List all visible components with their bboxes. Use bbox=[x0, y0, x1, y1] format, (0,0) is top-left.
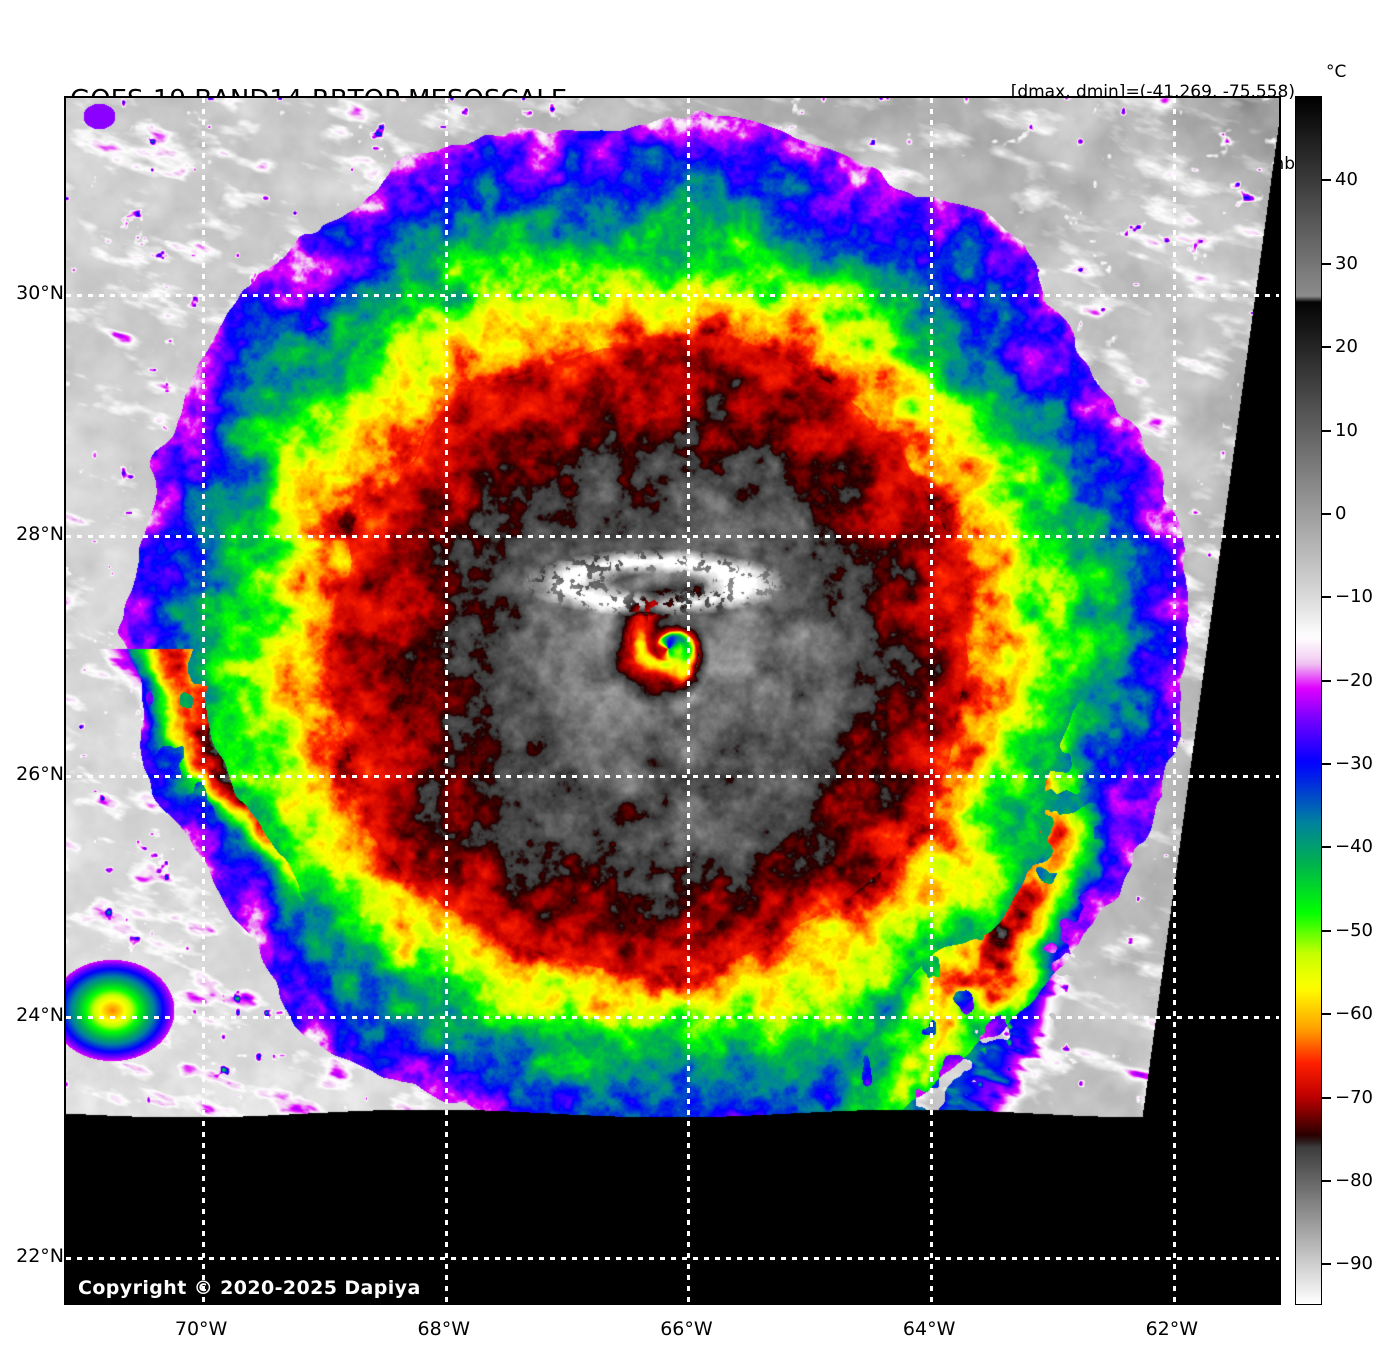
colorbar: 40 30 20 10 0 −10 −20 −30 −40 −50 −60 −70 −80 −90 bbox=[1295, 96, 1373, 1305]
lat-tick-label: 26°N bbox=[16, 763, 64, 786]
lon-tick-label: 62°W bbox=[1145, 1318, 1199, 1340]
colorbar-tick-label: −30 bbox=[1335, 753, 1373, 775]
lon-tick-label: 66°W bbox=[660, 1318, 713, 1340]
colorbar-tick bbox=[1322, 1179, 1331, 1182]
colorbar-tick bbox=[1322, 846, 1331, 849]
colorbar-unit-label: °C bbox=[1326, 62, 1347, 82]
lon-tick-label: 64°W bbox=[902, 1318, 956, 1340]
colorbar-tick bbox=[1322, 679, 1331, 682]
lon-tick-label: 68°W bbox=[417, 1318, 471, 1340]
colorbar-tick-label: −80 bbox=[1335, 1169, 1373, 1191]
colorbar-tick-label: −90 bbox=[1335, 1253, 1373, 1275]
colorbar-tick-label: −40 bbox=[1335, 836, 1373, 858]
colorbar-tick-label: −50 bbox=[1335, 919, 1373, 941]
colorbar-tick-label: −20 bbox=[1335, 669, 1373, 691]
colorbar-tick bbox=[1322, 512, 1331, 515]
satellite-image-plot bbox=[64, 96, 1281, 1305]
lat-tick-label: 24°N bbox=[16, 1004, 64, 1027]
colorbar-tick bbox=[1322, 1096, 1331, 1099]
colorbar-tick-label: 0 bbox=[1335, 502, 1347, 524]
colorbar-tick-label: 10 bbox=[1335, 419, 1358, 441]
colorbar-tick bbox=[1322, 596, 1331, 599]
lat-tick-label: 28°N bbox=[16, 522, 64, 545]
colorbar-tick-label: −70 bbox=[1335, 1086, 1373, 1108]
colorbar-tick bbox=[1322, 346, 1331, 349]
colorbar-tick-label: 40 bbox=[1335, 169, 1358, 191]
lat-tick-label: 22°N bbox=[16, 1244, 64, 1267]
colorbar-tick-label: −10 bbox=[1335, 586, 1373, 608]
colorbar-tick bbox=[1322, 179, 1331, 182]
satellite-imagery-canvas bbox=[66, 98, 1279, 1303]
colorbar-tick bbox=[1322, 262, 1331, 265]
copyright-notice: Copyright © 2020-2025 Dapiya bbox=[78, 1277, 421, 1299]
colorbar-tick-label: 30 bbox=[1335, 252, 1358, 274]
colorbar-tick bbox=[1322, 929, 1331, 932]
colorbar-tick-label: −60 bbox=[1335, 1003, 1373, 1025]
colorbar-tick bbox=[1322, 429, 1331, 432]
colorbar-gradient bbox=[1295, 96, 1322, 1305]
lon-tick-label: 70°W bbox=[174, 1318, 228, 1340]
colorbar-tick bbox=[1322, 1263, 1331, 1266]
colorbar-tick bbox=[1322, 1013, 1331, 1016]
colorbar-tick-label: 20 bbox=[1335, 336, 1358, 358]
lat-tick-label: 30°N bbox=[16, 282, 64, 305]
colorbar-tick bbox=[1322, 763, 1331, 766]
